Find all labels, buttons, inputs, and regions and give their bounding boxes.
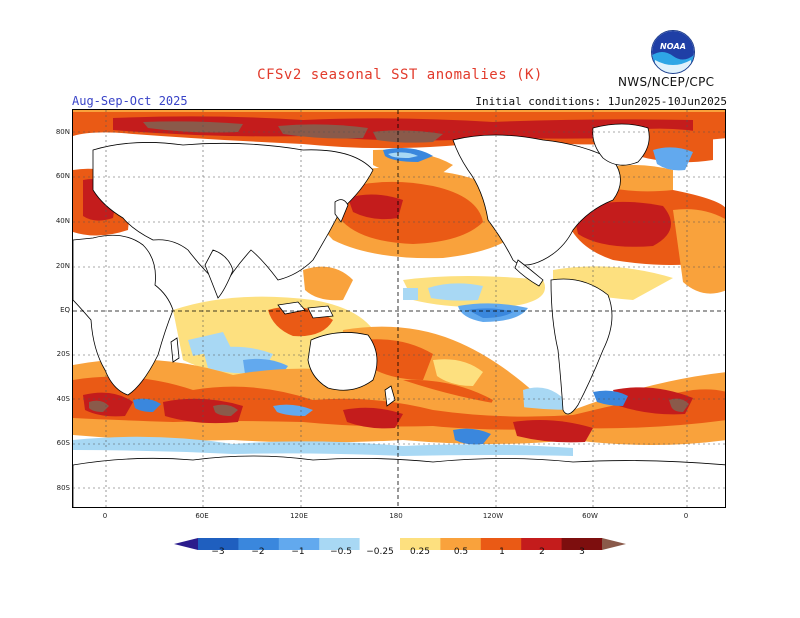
lon-label-60w: 60W: [582, 512, 598, 520]
colorbar-label: −0.25: [366, 547, 394, 557]
colorbar: [174, 535, 626, 550]
southern-ocean-band: [73, 359, 725, 456]
lat-label-20n: 20N: [55, 262, 70, 270]
colorbar-segment: [319, 538, 361, 550]
lat-label-60s: 60S: [56, 439, 70, 447]
colorbar-label: 2: [539, 547, 545, 557]
agency-label: NWS/NCEP/CPC: [618, 75, 715, 89]
colorbar-label: 3: [579, 547, 585, 557]
equator-dateline: [73, 110, 725, 507]
noaa-logo-icon: NOAA: [651, 30, 695, 74]
lon-label-120e: 120E: [290, 512, 308, 520]
south-america-landmass: [550, 278, 613, 415]
colorbar-segment: [278, 538, 320, 550]
colorbar-label: −2: [251, 547, 265, 557]
colorbar-label: −1: [291, 547, 305, 557]
colorbar-segment: [198, 538, 239, 550]
colorbar-label: 1: [499, 547, 505, 557]
eurasia-landmass: [92, 142, 374, 289]
lat-label-eq: EQ: [60, 306, 70, 314]
colorbar-segment: [440, 538, 482, 550]
lon-label-60e: 60E: [195, 512, 209, 520]
logo-text: NOAA: [660, 42, 686, 51]
lon-label-120w: 120W: [482, 512, 504, 520]
colorbar-segment: [561, 538, 603, 550]
colorbar-label: 0.5: [453, 547, 469, 557]
colorbar-segment: [521, 538, 563, 550]
india-landmass: [204, 249, 234, 299]
map-title: CFSv2 seasonal SST anomalies (K): [257, 67, 543, 83]
north-america-landmass: [452, 134, 621, 266]
colorbar-segment: [480, 538, 522, 550]
australia-landmass: [307, 332, 378, 391]
japan-landmass: [334, 199, 349, 223]
north-atlantic-anomaly: [553, 128, 725, 300]
lat-label-40s: 40S: [56, 395, 70, 403]
colorbar-label: −0.5: [330, 547, 352, 557]
sst-anomaly-map: [72, 109, 726, 508]
colorbar-segment: [238, 538, 280, 550]
lat-label-80s: 80S: [56, 484, 70, 492]
colorbar-segment: [359, 538, 401, 550]
lat-label-80n: 80N: [55, 128, 70, 136]
lat-label-60n: 60N: [55, 172, 70, 180]
lon-label-180: 180: [389, 512, 403, 520]
colorbar-label: 0.25: [409, 547, 431, 557]
antarctica-landmass: [73, 455, 725, 507]
colorbar-segment: [400, 538, 441, 550]
lat-label-40n: 40N: [55, 217, 70, 225]
lon-label-0-east: 0: [683, 512, 689, 520]
colorbar-arrow-low: [174, 538, 198, 550]
greenland-landmass: [592, 123, 650, 166]
colorbar-label: −3: [211, 547, 225, 557]
graticule: [73, 110, 725, 507]
north-pacific-anomaly: [313, 148, 528, 259]
lon-label-0: 0: [102, 512, 108, 520]
equatorial-pacific-cool: [403, 276, 545, 322]
arctic-warm-band: [73, 110, 725, 149]
colorbar-arrow-high: [602, 538, 626, 550]
initial-conditions-label: Initial conditions: 1Jun2025-10Jun2025: [475, 95, 727, 108]
lat-label-20s: 20S: [56, 350, 70, 358]
season-label: Aug-Sep-Oct 2025: [72, 94, 188, 108]
